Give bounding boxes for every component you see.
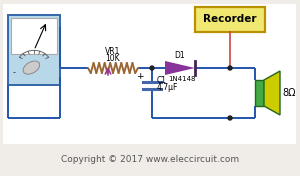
Text: 1N4148: 1N4148 bbox=[168, 76, 196, 82]
Text: Copyright © 2017 www.eleccircuit.com: Copyright © 2017 www.eleccircuit.com bbox=[61, 156, 239, 165]
Text: -: - bbox=[13, 68, 16, 77]
Text: C1: C1 bbox=[157, 76, 167, 85]
Text: VR1: VR1 bbox=[105, 47, 121, 56]
FancyBboxPatch shape bbox=[8, 15, 60, 85]
Circle shape bbox=[150, 66, 154, 70]
Circle shape bbox=[228, 66, 232, 70]
Polygon shape bbox=[165, 61, 195, 75]
Bar bbox=[255, 80, 264, 106]
Circle shape bbox=[228, 116, 232, 120]
FancyBboxPatch shape bbox=[195, 7, 265, 32]
Text: 4.7μF: 4.7μF bbox=[157, 83, 178, 92]
Text: 10K: 10K bbox=[106, 54, 120, 63]
Text: Recorder: Recorder bbox=[203, 14, 257, 24]
Text: +: + bbox=[136, 72, 144, 81]
Text: 8Ω: 8Ω bbox=[282, 88, 296, 98]
Text: D1: D1 bbox=[175, 51, 185, 60]
FancyBboxPatch shape bbox=[11, 18, 57, 54]
Polygon shape bbox=[264, 71, 280, 115]
Bar bbox=[3, 4, 296, 144]
Ellipse shape bbox=[23, 61, 40, 74]
